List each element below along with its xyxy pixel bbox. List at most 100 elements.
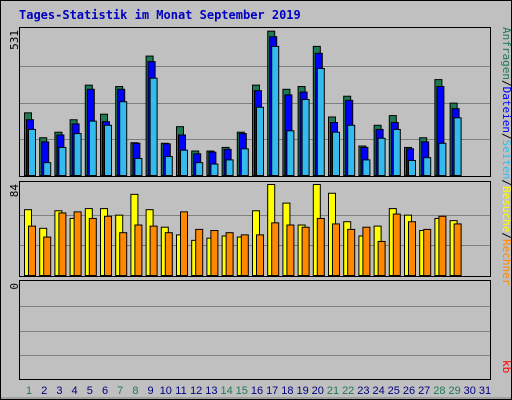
- sites-bar: [240, 234, 249, 276]
- sites-bar: [301, 226, 310, 276]
- sites-bar: [58, 212, 67, 277]
- legend-pages: Seiten: [500, 140, 512, 180]
- sites-bar: [149, 225, 158, 276]
- sites-bar: [377, 240, 386, 276]
- pages-bar: [423, 157, 432, 176]
- sites-bar: [134, 224, 143, 276]
- sites-bar: [332, 223, 340, 277]
- pages-bar: [408, 159, 416, 176]
- sites-bar: [104, 215, 112, 276]
- sites-bar: [423, 228, 432, 276]
- pages-bar: [286, 130, 295, 177]
- pages-bar: [104, 124, 112, 176]
- pages-bar: [225, 159, 234, 177]
- pages-bar: [195, 162, 204, 176]
- sites-bar: [438, 215, 447, 276]
- pages-bar: [134, 158, 143, 176]
- day-label: 1: [26, 385, 32, 397]
- kb-panel-frame: [19, 280, 491, 380]
- visits-ymax-label: 84: [8, 184, 21, 198]
- day-label: 10: [160, 385, 172, 397]
- pages-bar: [240, 148, 249, 177]
- sites-bar: [286, 224, 295, 276]
- day-label: 28: [433, 385, 445, 397]
- kb-ymax-label: 0: [8, 283, 21, 290]
- day-label: 3: [56, 385, 62, 397]
- day-label: 8: [132, 385, 138, 397]
- pages-bar: [180, 149, 188, 176]
- legend-requests: Anfragen: [500, 27, 512, 80]
- sites-bar: [392, 213, 401, 276]
- day-label: 18: [281, 385, 293, 397]
- day-label: 20: [312, 385, 324, 397]
- pages-bar: [362, 159, 371, 177]
- legend-sep: /: [500, 232, 512, 239]
- sites-bar: [408, 221, 416, 277]
- legend-sites: Rechner: [500, 239, 512, 286]
- day-label: 31: [479, 385, 491, 397]
- day-label: 26: [403, 385, 415, 397]
- sites-bar: [180, 211, 188, 276]
- day-label: 4: [72, 385, 78, 397]
- day-label: 22: [342, 385, 354, 397]
- day-label: 21: [327, 385, 339, 397]
- day-label: 6: [102, 385, 108, 397]
- requests-ymax-label: 531: [8, 30, 21, 50]
- sites-bar: [73, 211, 82, 276]
- day-label: 2: [41, 385, 47, 397]
- legend-sep: /: [500, 133, 512, 140]
- sites-bar: [210, 230, 219, 276]
- day-label: 24: [372, 385, 384, 397]
- day-label: 25: [388, 385, 400, 397]
- day-label: 15: [236, 385, 248, 397]
- pages-bar: [438, 142, 447, 177]
- pages-bar: [210, 163, 219, 177]
- pages-bar: [256, 106, 264, 176]
- sites-bar: [195, 228, 204, 276]
- pages-bar: [347, 124, 356, 176]
- chart-title: Tages-Statistik im Monat September 2019: [19, 8, 301, 22]
- day-label: 9: [148, 385, 154, 397]
- pages-bar: [453, 117, 462, 177]
- day-label: 23: [357, 385, 369, 397]
- day-label: 11: [175, 385, 186, 397]
- pages-bar: [271, 45, 280, 176]
- pages-bar: [88, 120, 97, 176]
- sites-bar: [453, 223, 462, 277]
- pages-bar: [119, 101, 128, 176]
- pages-bar: [149, 77, 158, 176]
- day-labels: 1 2 3 4 5 6 7 8 9 10 11 12 13 14 15 16 17 18 19 20 21 22 23 24 2…: [26, 385, 491, 397]
- legend-files: Dateien: [500, 87, 512, 133]
- legend-kb: kb: [500, 360, 512, 373]
- sites-bar: [225, 232, 234, 276]
- day-label: 27: [418, 385, 430, 397]
- sites-bar: [271, 222, 280, 276]
- sites-bar: [28, 225, 36, 276]
- day-label: 7: [117, 385, 123, 397]
- pages-bar: [377, 137, 386, 177]
- chart-bars: [24, 30, 462, 277]
- sites-bar: [362, 226, 371, 276]
- day-label: 14: [220, 385, 232, 397]
- day-label: 29: [448, 385, 460, 397]
- pages-bar: [164, 156, 173, 176]
- sites-bar: [347, 228, 356, 276]
- day-label: 17: [266, 385, 278, 397]
- sites-bar: [88, 217, 97, 276]
- legend-visits: Besuche: [500, 186, 512, 232]
- sites-bar: [43, 236, 52, 276]
- kb-panel: 0: [8, 280, 491, 380]
- day-label: 12: [190, 385, 202, 397]
- pages-bar: [58, 146, 67, 177]
- pages-bar: [43, 162, 52, 176]
- day-label: 16: [251, 385, 263, 397]
- pages-bar: [332, 131, 340, 176]
- legend-top: Anfragen/Dateien/Seiten/Besuche/Rechner: [500, 27, 512, 286]
- sites-bar: [119, 232, 128, 276]
- sites-bar: [316, 217, 325, 276]
- pages-bar: [301, 99, 310, 176]
- legend-sep: /: [500, 179, 512, 186]
- sites-bar: [164, 232, 173, 276]
- day-label: 5: [87, 385, 93, 397]
